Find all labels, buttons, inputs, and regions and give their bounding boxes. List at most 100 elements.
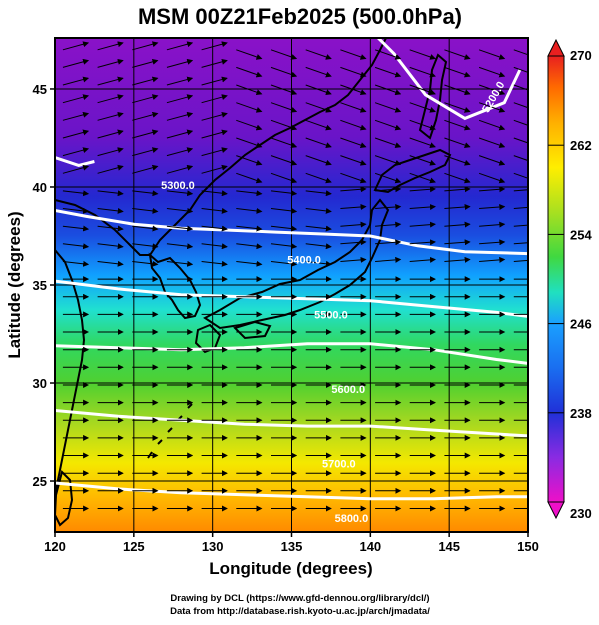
wind-arrow xyxy=(97,190,124,197)
plot-area: 5300.05400.05500.05600.05700.05800.05200… xyxy=(54,37,529,533)
wind-arrow xyxy=(478,155,506,166)
wind-arrow xyxy=(62,164,90,174)
wind-arrow xyxy=(444,221,471,228)
wind-arrow xyxy=(409,186,436,193)
wind-arrow xyxy=(132,207,159,214)
wind-arrow xyxy=(513,119,528,126)
wind-arrow xyxy=(444,155,471,166)
wind-arrow xyxy=(62,76,90,86)
wind-arrow xyxy=(132,58,159,68)
wind-arrow xyxy=(270,243,298,250)
credit-line-1: Drawing by DCL (https://www.gfd-dennou.o… xyxy=(170,593,429,604)
wind-arrow xyxy=(62,260,90,267)
wind-arrow xyxy=(478,102,506,113)
colorbar-ticks: 230 238 246 254 262 270 xyxy=(548,48,592,521)
wind-arrow xyxy=(513,206,528,209)
wind-arrow xyxy=(97,147,124,157)
wind-arrow xyxy=(409,221,436,228)
wind-arrow xyxy=(201,207,228,214)
wind-arrow xyxy=(409,239,436,246)
wind-arrow xyxy=(513,49,528,56)
colorbar-tick-label: 254 xyxy=(570,227,592,242)
wind-arrow xyxy=(62,207,90,214)
wind-arrow xyxy=(305,190,332,197)
wind-arrow xyxy=(305,172,332,184)
wind-arrow xyxy=(270,225,298,232)
x-tick-label: 140 xyxy=(359,539,381,554)
wind-arrow xyxy=(374,49,402,60)
wind-arrow xyxy=(340,203,367,210)
wind-arrow xyxy=(132,260,159,267)
wind-arrow xyxy=(305,102,332,113)
wind-arrow xyxy=(236,102,263,113)
contour-line xyxy=(55,342,528,365)
coastline-korea xyxy=(148,252,202,320)
wind-arrow xyxy=(166,58,194,68)
wind-arrow xyxy=(166,207,194,214)
wind-arrow xyxy=(201,243,228,250)
wind-arrow xyxy=(270,102,298,113)
x-tick-label: 125 xyxy=(123,539,145,554)
contour-label: 5800.0 xyxy=(335,513,369,525)
colorbar-tick-label: 270 xyxy=(570,48,592,63)
wind-arrow xyxy=(375,221,402,228)
wind-arrow xyxy=(374,84,402,96)
wind-arrow xyxy=(444,66,471,78)
wind-arrow xyxy=(444,203,471,210)
wind-arrow xyxy=(409,66,436,78)
wind-arrow xyxy=(132,76,159,86)
wind-arrow xyxy=(409,155,436,166)
wind-arrow xyxy=(166,94,194,104)
wind-arrow xyxy=(166,147,194,157)
wind-arrow xyxy=(375,203,402,210)
wind-arrow xyxy=(374,172,402,184)
wind-arrow xyxy=(236,243,263,250)
wind-arrow xyxy=(479,203,506,210)
wind-arrow xyxy=(97,164,124,174)
wind-arrow xyxy=(166,41,194,51)
wind-arrow xyxy=(270,137,298,148)
x-tick-label: 130 xyxy=(202,539,224,554)
wind-arrow xyxy=(166,164,194,174)
wind-arrow xyxy=(444,239,471,246)
contour-line xyxy=(55,209,528,256)
wind-arrow xyxy=(62,41,90,51)
y-tick-label: 40 xyxy=(33,180,47,195)
wind-arrow xyxy=(166,76,194,86)
contour-labels: 5300.05400.05500.05600.05700.05800.05200… xyxy=(161,80,507,526)
wind-arrow xyxy=(478,137,506,148)
wind-arrow xyxy=(374,66,402,78)
wind-arrow xyxy=(478,66,506,78)
colorbar-top-arrow xyxy=(547,38,565,57)
wind-arrow xyxy=(62,58,90,68)
wind-arrow xyxy=(479,256,506,263)
wind-arrow xyxy=(166,225,194,232)
wind-arrow xyxy=(201,129,228,139)
wind-arrow xyxy=(340,66,367,78)
wind-arrow xyxy=(97,76,124,86)
wind-arrow xyxy=(375,186,402,193)
wind-arrow xyxy=(201,147,228,157)
x-axis: 120 125 130 135 140 145 150 xyxy=(44,532,539,554)
contour-line xyxy=(55,481,528,501)
wind-arrow xyxy=(340,137,367,148)
wind-arrow xyxy=(409,84,436,96)
wind-arrow xyxy=(236,190,263,197)
wind-arrow xyxy=(409,137,436,148)
wind-arrow xyxy=(513,84,528,91)
wind-arrow xyxy=(478,49,506,60)
wind-arrow xyxy=(236,49,263,60)
contour-label: 5700.0 xyxy=(322,458,356,470)
wind-arrow xyxy=(236,137,263,148)
wind-arrow xyxy=(340,239,367,246)
x-tick-label: 135 xyxy=(281,539,303,554)
wind-arrow xyxy=(201,58,228,68)
wind-arrow xyxy=(513,189,528,192)
wind-arrow xyxy=(97,260,124,267)
wind-arrow xyxy=(132,129,159,139)
wind-arrow xyxy=(305,207,332,214)
wind-arrow xyxy=(236,155,263,166)
wind-arrow xyxy=(97,225,124,232)
wind-arrow xyxy=(62,190,90,197)
wind-arrow xyxy=(409,172,436,184)
